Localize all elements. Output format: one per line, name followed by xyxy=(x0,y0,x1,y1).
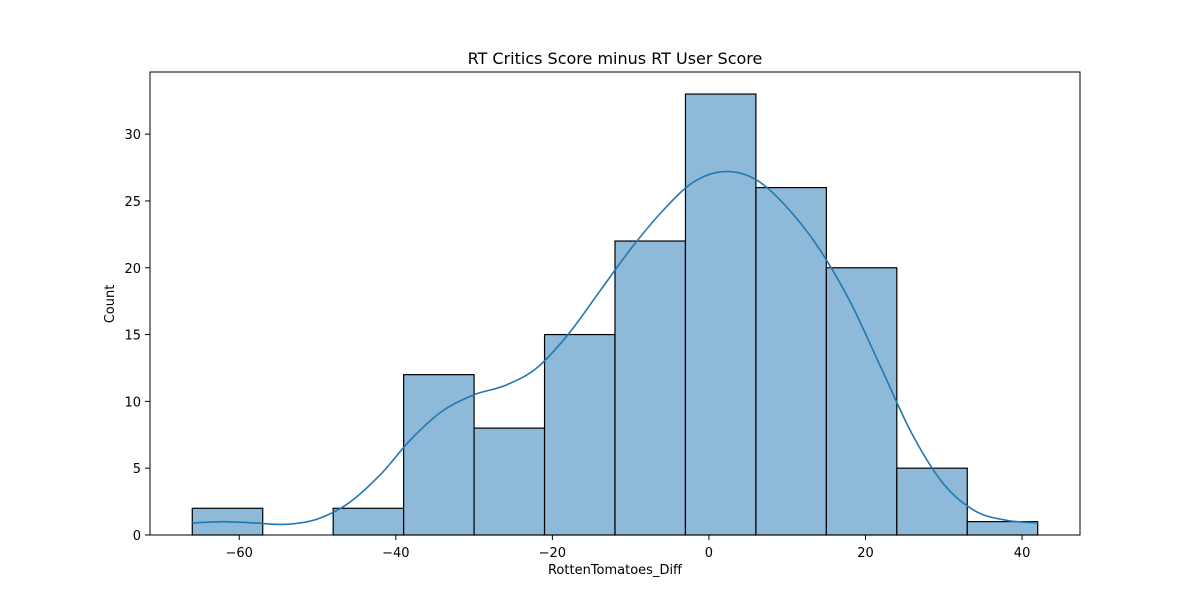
chart-title: RT Critics Score minus RT User Score xyxy=(468,49,763,68)
x-axis-label: RottenTomatoes_Diff xyxy=(548,563,683,578)
x-tick-label: −40 xyxy=(382,546,409,561)
histogram-bar xyxy=(403,374,475,536)
y-tick-label: 30 xyxy=(124,128,141,143)
histogram-bar xyxy=(896,467,968,536)
histogram-bar xyxy=(966,521,1039,536)
histogram-bar xyxy=(473,427,546,536)
x-tick-label: 40 xyxy=(1014,546,1031,561)
histogram-bar xyxy=(543,333,616,536)
y-tick-label: 15 xyxy=(124,329,141,344)
y-axis-ticks: 0 5 10 15 20 25 30 xyxy=(124,128,150,544)
y-tick-label: 10 xyxy=(124,395,141,410)
x-axis-ticks: −60 −40 −20 0 20 40 xyxy=(226,535,1031,561)
y-tick-label: 25 xyxy=(124,195,141,210)
kde-curve xyxy=(192,170,1038,526)
histogram-bar xyxy=(614,240,687,536)
y-tick-label: 20 xyxy=(124,262,141,277)
histogram-bar xyxy=(825,267,898,536)
x-tick-label: 20 xyxy=(857,546,874,561)
bars-group xyxy=(191,93,1039,536)
x-tick-label: 0 xyxy=(705,546,713,561)
histogram-bar xyxy=(684,93,757,536)
y-tick-label: 5 xyxy=(133,462,141,477)
y-axis-label: Count xyxy=(103,285,118,324)
histogram-bar xyxy=(755,186,827,536)
plot-frame xyxy=(149,71,1081,536)
y-tick-label: 0 xyxy=(133,529,141,544)
x-tick-label: −60 xyxy=(226,546,253,561)
histogram-bar xyxy=(332,507,405,536)
x-tick-label: −20 xyxy=(539,546,566,561)
